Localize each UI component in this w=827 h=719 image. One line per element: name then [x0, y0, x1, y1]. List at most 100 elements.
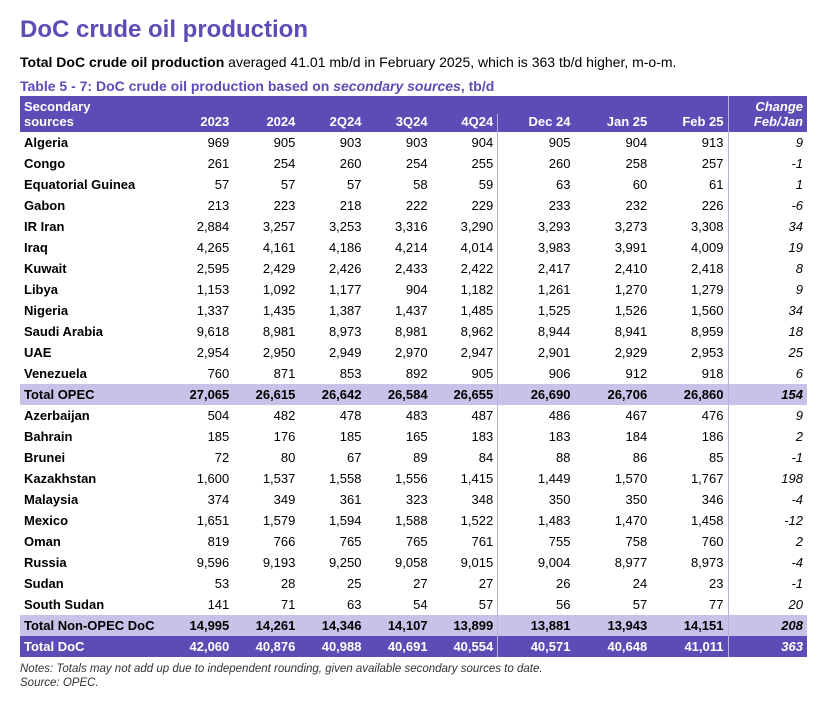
table-source: Source: OPEC. [20, 677, 807, 689]
cell-value: 254 [365, 153, 431, 174]
cell-value: 184 [574, 426, 651, 447]
cell-value: 67 [299, 447, 365, 468]
cell-value: 1,588 [365, 510, 431, 531]
cell-value: 3,273 [574, 216, 651, 237]
cell-value: 40,648 [574, 636, 651, 657]
cell-value: 1,458 [651, 510, 728, 531]
cell-value: 71 [233, 594, 299, 615]
cell-value: 1,387 [299, 300, 365, 321]
cell-value: 14,107 [365, 615, 431, 636]
cell-value: 1,483 [498, 510, 575, 531]
header-blank [167, 96, 728, 114]
table-row: UAE2,9542,9502,9492,9702,9472,9012,9292,… [20, 342, 807, 363]
cell-change: 1 [728, 174, 807, 195]
cell-value: 482 [233, 405, 299, 426]
cell-value: 84 [432, 447, 498, 468]
cell-value: 2,417 [498, 258, 575, 279]
cell-value: 3,983 [498, 237, 575, 258]
cell-change: 363 [728, 636, 807, 657]
cell-value: 141 [167, 594, 233, 615]
header-col: Dec 24 [498, 114, 575, 132]
cell-value: 2,410 [574, 258, 651, 279]
cell-value: 349 [233, 489, 299, 510]
cell-value: 185 [299, 426, 365, 447]
production-table: Secondary Change sources 2023 2024 2Q24 … [20, 96, 807, 657]
cell-value: 80 [233, 447, 299, 468]
table-notes: Notes: Totals may not add up due to inde… [20, 663, 807, 675]
cell-value: 487 [432, 405, 498, 426]
table-row: Kazakhstan1,6001,5371,5581,5561,4151,449… [20, 468, 807, 489]
table-row: Saudi Arabia9,6188,9818,9738,9818,9628,9… [20, 321, 807, 342]
cell-value: 1,182 [432, 279, 498, 300]
cell-value: 913 [651, 132, 728, 153]
cell-value: 232 [574, 195, 651, 216]
cell-value: 9,596 [167, 552, 233, 573]
cell-value: 26,584 [365, 384, 431, 405]
cell-value: 261 [167, 153, 233, 174]
table-row: Malaysia374349361323348350350346-4 [20, 489, 807, 510]
table-row: Equatorial Guinea57575758596360611 [20, 174, 807, 195]
cell-value: 1,570 [574, 468, 651, 489]
cell-value: 903 [365, 132, 431, 153]
cell-change: 9 [728, 279, 807, 300]
cell-value: 1,558 [299, 468, 365, 489]
cell-value: 8,977 [574, 552, 651, 573]
header-change-bot: Feb/Jan [728, 114, 807, 132]
cell-value: 3,991 [574, 237, 651, 258]
caption-prefix: Table 5 - 7: DoC crude oil production ba… [20, 78, 333, 94]
cell-value: 226 [651, 195, 728, 216]
row-label: Saudi Arabia [20, 321, 167, 342]
cell-value: 760 [651, 531, 728, 552]
cell-change: -4 [728, 489, 807, 510]
cell-change: 6 [728, 363, 807, 384]
cell-value: 9,618 [167, 321, 233, 342]
cell-value: 63 [498, 174, 575, 195]
table-row: Gabon213223218222229233232226-6 [20, 195, 807, 216]
cell-value: 61 [651, 174, 728, 195]
cell-value: 233 [498, 195, 575, 216]
cell-value: 8,941 [574, 321, 651, 342]
table-header: Secondary Change sources 2023 2024 2Q24 … [20, 96, 807, 132]
cell-value: 8,962 [432, 321, 498, 342]
cell-value: 26,615 [233, 384, 299, 405]
cell-value: 26,690 [498, 384, 575, 405]
row-label: Kuwait [20, 258, 167, 279]
cell-value: 26,860 [651, 384, 728, 405]
page-title: DoC crude oil production [20, 16, 807, 44]
row-label: South Sudan [20, 594, 167, 615]
cell-value: 1,526 [574, 300, 651, 321]
cell-value: 57 [167, 174, 233, 195]
cell-value: 57 [432, 594, 498, 615]
row-label: UAE [20, 342, 167, 363]
cell-value: 1,470 [574, 510, 651, 531]
row-label: Bahrain [20, 426, 167, 447]
cell-value: 59 [432, 174, 498, 195]
table-row: Nigeria1,3371,4351,3871,4371,4851,5251,5… [20, 300, 807, 321]
cell-value: 26 [498, 573, 575, 594]
cell-change: 2 [728, 531, 807, 552]
cell-value: 57 [233, 174, 299, 195]
cell-value: 892 [365, 363, 431, 384]
cell-value: 904 [432, 132, 498, 153]
cell-value: 186 [651, 426, 728, 447]
cell-value: 42,060 [167, 636, 233, 657]
cell-value: 1,579 [233, 510, 299, 531]
cell-value: 1,556 [365, 468, 431, 489]
cell-change: -4 [728, 552, 807, 573]
cell-value: 476 [651, 405, 728, 426]
cell-value: 255 [432, 153, 498, 174]
cell-value: 4,265 [167, 237, 233, 258]
cell-value: 260 [498, 153, 575, 174]
cell-value: 2,901 [498, 342, 575, 363]
cell-value: 86 [574, 447, 651, 468]
cell-value: 26,642 [299, 384, 365, 405]
cell-value: 361 [299, 489, 365, 510]
cell-value: 1,435 [233, 300, 299, 321]
cell-value: 758 [574, 531, 651, 552]
cell-value: 13,943 [574, 615, 651, 636]
table-row: Congo261254260254255260258257-1 [20, 153, 807, 174]
table-row: South Sudan1417163545756577720 [20, 594, 807, 615]
cell-value: 2,949 [299, 342, 365, 363]
cell-value: 478 [299, 405, 365, 426]
cell-value: 3,293 [498, 216, 575, 237]
